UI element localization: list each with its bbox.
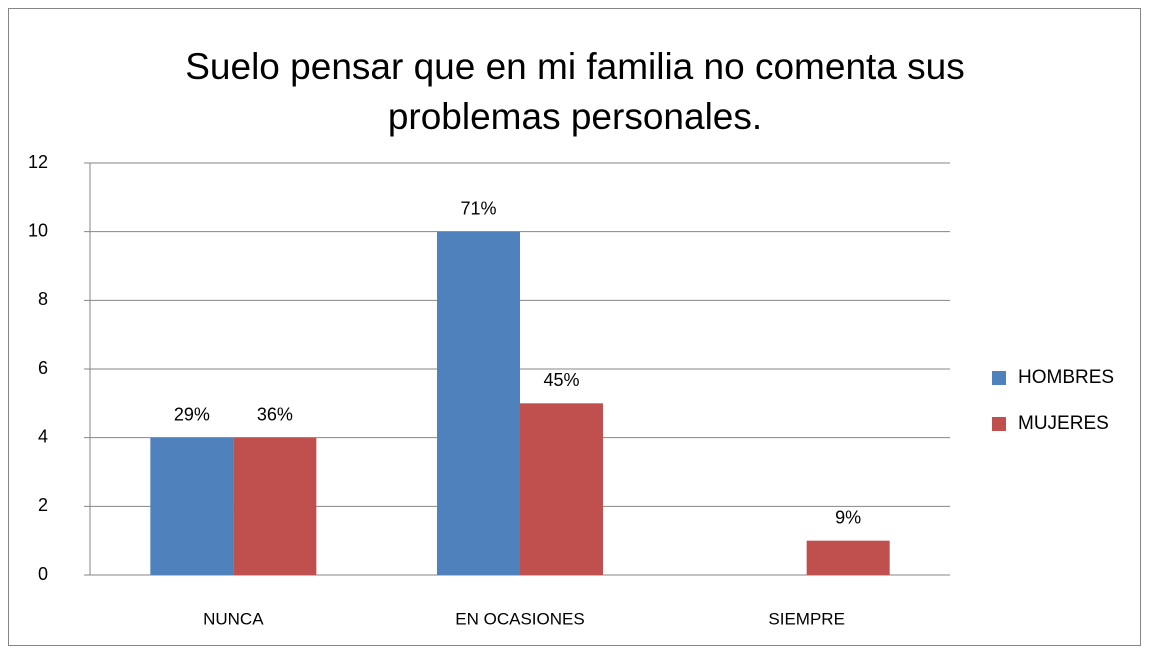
bar xyxy=(437,231,520,575)
data-label: 71% xyxy=(460,198,496,218)
chart-frame xyxy=(8,8,1141,646)
legend-label: HOMBRES xyxy=(1018,367,1114,388)
bar xyxy=(150,437,234,575)
bar xyxy=(806,540,890,575)
bar xyxy=(520,403,603,575)
y-tick-label: 12 xyxy=(28,152,48,172)
x-tick-label: NUNCA xyxy=(203,609,264,628)
legend-label: MUJERES xyxy=(1018,413,1109,434)
y-tick-label: 10 xyxy=(28,220,48,240)
y-tick-label: 0 xyxy=(38,564,48,584)
x-tick-label: EN OCASIONES xyxy=(455,609,584,628)
y-tick-label: 6 xyxy=(38,358,48,378)
legend-swatch xyxy=(992,371,1006,385)
y-tick-label: 4 xyxy=(38,426,48,446)
y-tick-label: 8 xyxy=(38,289,48,309)
x-tick-label: SIEMPRE xyxy=(768,609,845,628)
chart-title: Suelo pensar que en mi familia no coment… xyxy=(185,46,965,137)
y-tick-label: 2 xyxy=(38,495,48,515)
bar xyxy=(233,437,317,575)
data-label: 36% xyxy=(257,404,293,424)
data-label: 45% xyxy=(543,370,579,390)
data-label: 29% xyxy=(174,404,210,424)
data-label: 9% xyxy=(835,507,861,527)
legend-swatch xyxy=(992,417,1006,431)
